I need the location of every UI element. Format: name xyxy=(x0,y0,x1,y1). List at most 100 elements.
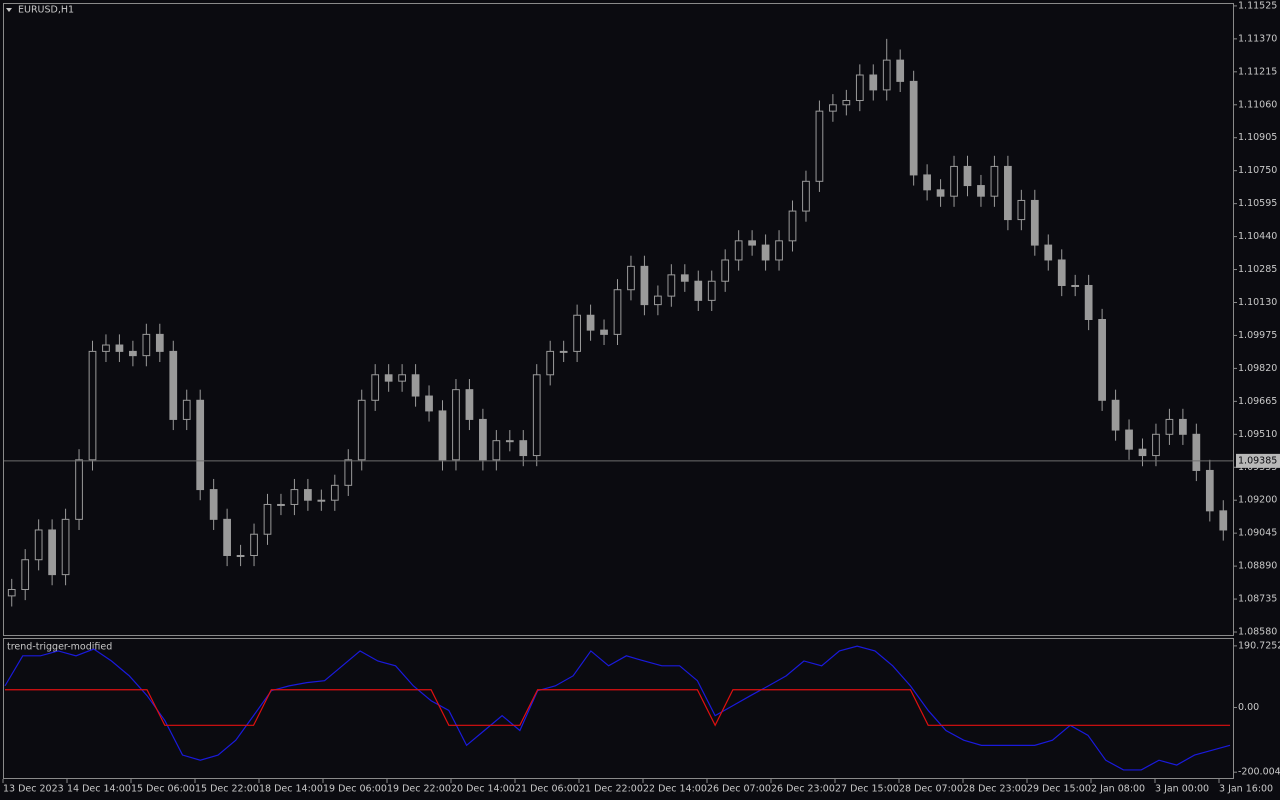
x-tick-label: 3 Jan 00:00 xyxy=(1155,784,1209,795)
candle-body xyxy=(721,259,730,282)
current-price-box xyxy=(1236,453,1280,468)
y-tick-label: 190.7252 xyxy=(1238,640,1280,651)
y-tick-label: 0.00 xyxy=(1238,702,1259,713)
candle-body xyxy=(855,74,864,102)
candle-body xyxy=(425,395,433,412)
candle-body xyxy=(236,554,245,557)
y-tick-label: 1.09820 xyxy=(1238,363,1277,374)
y-tick-label: 1.10905 xyxy=(1238,132,1277,143)
candle-body xyxy=(1098,319,1106,401)
candle-body xyxy=(613,289,622,335)
candle-body xyxy=(909,80,918,176)
y-tick-label: 1.09045 xyxy=(1238,528,1277,539)
candle-body xyxy=(923,174,931,191)
y-tick-label: 1.10750 xyxy=(1238,165,1277,176)
candle-body xyxy=(775,240,783,261)
candle-body xyxy=(654,295,662,306)
candle-body xyxy=(102,344,110,352)
candle-body xyxy=(250,533,258,556)
candle-body xyxy=(586,314,595,331)
candle-body xyxy=(317,499,326,502)
x-tick-label: 26 Dec 23:00 xyxy=(771,784,835,795)
x-tick-label: 29 Dec 15:00 xyxy=(1027,784,1091,795)
x-tick-label: 20 Dec 14:00 xyxy=(451,784,515,795)
indicator-line xyxy=(5,689,1230,727)
x-tick-label: 21 Dec 06:00 xyxy=(515,784,579,795)
y-tick-label: 1.08580 xyxy=(1238,627,1277,638)
candle-body xyxy=(169,350,178,420)
candle-body xyxy=(640,265,649,306)
x-tick-label: 2 Jan 08:00 xyxy=(1091,784,1145,795)
candle-body xyxy=(277,503,285,506)
candle-body xyxy=(990,165,999,197)
candle-body xyxy=(1138,448,1147,457)
candle-body xyxy=(196,399,205,491)
y-tick-label: 1.11370 xyxy=(1238,33,1277,44)
y-tick-label: 1.09975 xyxy=(1238,330,1277,341)
candle-body xyxy=(492,440,501,461)
x-tick-label: 19 Dec 06:00 xyxy=(323,784,387,795)
x-tick-label: 28 Dec 23:00 xyxy=(963,784,1027,795)
candle-body xyxy=(61,518,70,576)
candle-body xyxy=(263,503,272,535)
candle-body xyxy=(519,440,528,457)
candle-body xyxy=(330,484,339,501)
candle-body xyxy=(1165,418,1174,435)
candle-body xyxy=(546,350,555,376)
candle-body xyxy=(694,280,703,301)
candle-body xyxy=(21,559,30,591)
candle-body xyxy=(479,418,487,461)
candle-body xyxy=(977,185,985,197)
candle-body xyxy=(75,459,83,520)
candle-body xyxy=(182,399,191,420)
candle-body xyxy=(1071,284,1080,287)
y-tick-label: 1.11215 xyxy=(1238,66,1277,77)
symbol-menu-arrow[interactable] xyxy=(6,8,12,12)
candle-body xyxy=(761,244,770,261)
candle-body xyxy=(505,440,514,443)
x-tick-label: 13 Dec 2023 xyxy=(3,784,64,795)
candle-body xyxy=(1205,469,1214,512)
candle-body xyxy=(829,104,837,112)
candle-body xyxy=(788,210,797,242)
candle-body xyxy=(802,180,810,212)
symbol-title: EURUSD,H1 xyxy=(18,5,74,16)
candle-body xyxy=(209,489,218,520)
candle-body xyxy=(882,59,891,91)
candle-body xyxy=(1004,165,1012,221)
candle-body xyxy=(115,344,124,352)
candle-body xyxy=(963,165,972,187)
candle-body xyxy=(532,374,541,457)
y-tick-label: 1.08735 xyxy=(1238,594,1277,605)
candle-body xyxy=(142,333,151,357)
candle-body xyxy=(869,74,878,91)
candle-body xyxy=(667,274,676,297)
candle-body xyxy=(1057,259,1066,286)
candle-body xyxy=(1030,199,1039,246)
x-tick-label: 14 Dec 14:00 xyxy=(67,784,131,795)
candle-body xyxy=(748,240,756,246)
x-tick-label: 18 Dec 14:00 xyxy=(259,784,323,795)
y-tick-label: 1.08890 xyxy=(1238,561,1277,572)
y-tick-label: 1.10130 xyxy=(1238,297,1277,308)
x-tick-label: 15 Dec 06:00 xyxy=(131,784,195,795)
current-price-label: 1.09385 xyxy=(1238,455,1277,466)
y-tick-label: -200.0049 xyxy=(1238,767,1280,778)
indicator-title: trend-trigger-modified xyxy=(7,642,112,653)
y-tick-label: 1.10285 xyxy=(1238,264,1277,275)
y-tick-label: 1.09510 xyxy=(1238,429,1277,440)
candle-body xyxy=(48,529,56,576)
candle-body xyxy=(707,280,716,301)
y-tick-label: 1.09200 xyxy=(1238,495,1277,506)
y-tick-label: 1.11060 xyxy=(1238,99,1277,110)
candle-body xyxy=(438,410,447,461)
candle-body xyxy=(398,374,406,382)
candle-body xyxy=(1084,284,1093,320)
indicator-line xyxy=(4,645,1231,771)
candle-body xyxy=(1044,244,1053,261)
x-tick-label: 19 Dec 22:00 xyxy=(387,784,451,795)
candle-body xyxy=(155,333,164,352)
y-tick-label: 1.11525 xyxy=(1238,0,1277,11)
